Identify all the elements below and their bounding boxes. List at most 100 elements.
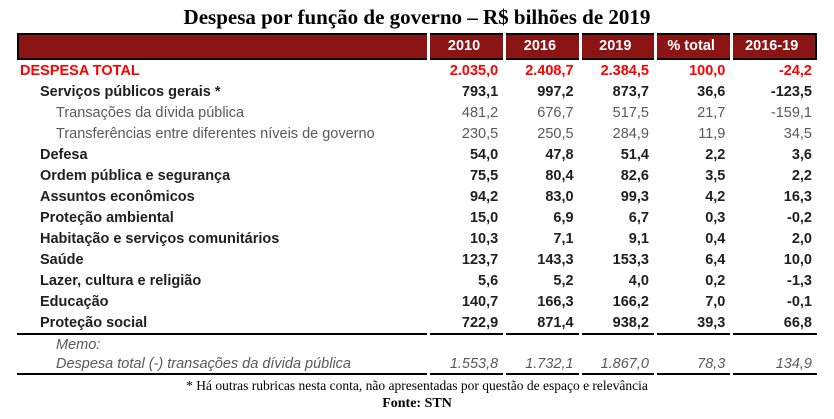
cell-value: -159,1: [770, 104, 812, 121]
cell-value: 0,3: [705, 209, 726, 226]
row-label: Transferências entre diferentes níveis d…: [56, 125, 375, 142]
cell-value: 80,4: [545, 167, 574, 184]
cell-value: 9,1: [628, 230, 649, 247]
cell-value: 1.732,1: [506, 354, 579, 375]
cell-value: 6,4: [705, 251, 726, 268]
table-row: Assuntos econômicos 94,2 83,0 99,3 4,2 16,3: [17, 186, 817, 207]
cell-value: 83,0: [545, 188, 574, 205]
footnote: * Há outras rubricas nesta conta, não ap…: [186, 378, 648, 393]
cell-value: 11,9: [698, 125, 726, 142]
row-label: Educação: [40, 293, 109, 310]
cell-value: 78,3: [656, 354, 731, 375]
cell-value: 871,4: [506, 312, 579, 335]
cell-value: 99,3: [620, 188, 649, 205]
cell-value: 517,5: [612, 104, 649, 121]
cell-value: 15,0: [469, 209, 499, 226]
table-row: Educação 140,7 166,3 166,2 7,0 -0,1: [17, 291, 817, 312]
cell-value: 36,6: [697, 83, 726, 100]
table-row: Defesa 54,0 47,8 51,4 2,2 3,6: [17, 144, 817, 165]
column-header-2019: 2019: [581, 33, 654, 60]
cell-value: 100,0: [689, 62, 726, 79]
table-row: Ordem pública e segurança 75,5 80,4 82,6 3,5…: [17, 165, 817, 186]
row-label: Lazer, cultura e religião: [40, 272, 202, 289]
cell-value: 4,0: [628, 272, 649, 289]
table-row: DESPESA TOTAL 2.035,0 2.408,7 2.384,5 100,0 -…: [17, 60, 817, 81]
row-label: Habitação e serviços comunitários: [40, 230, 280, 247]
cell-value: 34,5: [783, 125, 812, 142]
cell-value: 82,6: [620, 167, 649, 184]
cell-value: 10,0: [783, 251, 812, 268]
cell-value: 2.384,5: [600, 62, 649, 79]
cell-value: [733, 335, 817, 354]
cell-value: 153,3: [612, 251, 649, 268]
cell-value: 2,2: [705, 146, 726, 163]
row-label: Assuntos econômicos: [40, 188, 195, 205]
cell-value: 3,5: [705, 167, 726, 184]
table-row: Transferências entre diferentes níveis d…: [17, 123, 817, 144]
cell-value: [657, 335, 730, 354]
cell-value: 230,5: [461, 125, 499, 142]
table-row: Transações da dívida pública 481,2 676,7 51…: [17, 102, 817, 123]
column-header-2010: 2010: [429, 33, 504, 60]
cell-value: 134,9: [733, 354, 817, 375]
cell-value: 2,0: [791, 230, 812, 247]
row-label: Memo:: [56, 336, 101, 353]
cell-value: -0,1: [787, 293, 812, 310]
cell-value: 54,0: [469, 146, 499, 163]
cell-value: 7,1: [553, 230, 574, 247]
cell-value: 250,5: [537, 125, 574, 142]
cell-value: 0,2: [705, 272, 726, 289]
cell-value: 21,7: [697, 104, 726, 121]
cell-value: 143,3: [537, 251, 574, 268]
cell-value: 676,7: [537, 104, 574, 121]
cell-value: 140,7: [461, 293, 499, 310]
table-row: Despesa total (-) transações da dívida p…: [17, 354, 817, 375]
cell-value: 2.035,0: [449, 62, 499, 79]
cell-value: 938,2: [581, 312, 654, 335]
cell-value: 75,5: [469, 167, 499, 184]
cell-value: 873,7: [612, 83, 649, 100]
column-header-2016-19: 2016-19: [733, 33, 817, 60]
cell-value: 722,9: [429, 312, 504, 335]
cell-value: [430, 335, 503, 354]
row-label: Defesa: [40, 146, 88, 163]
row-label: Saúde: [40, 251, 84, 268]
cell-value: 5,2: [553, 272, 574, 289]
cell-value: -24,2: [778, 62, 812, 79]
cell-value: 997,2: [537, 83, 574, 100]
table-row: Memo:: [17, 335, 817, 354]
cell-value: 1.553,8: [429, 354, 504, 375]
cell-value: 6,9: [553, 209, 574, 226]
expenditure-table: 2010 2016 2019 % total 2016-19 DESPESA T…: [14, 33, 820, 375]
row-label: Serviços públicos gerais *: [40, 83, 221, 100]
row-label: DESPESA TOTAL: [20, 62, 140, 79]
cell-value: 51,4: [620, 146, 649, 163]
cell-value: 166,3: [537, 293, 574, 310]
cell-value: -123,5: [770, 83, 812, 100]
cell-value: 1.867,0: [581, 354, 654, 375]
cell-value: 7,0: [705, 293, 726, 310]
cell-value: 284,9: [612, 125, 649, 142]
cell-value: 39,3: [656, 312, 731, 335]
cell-value: 123,7: [461, 251, 499, 268]
cell-value: 481,2: [461, 104, 499, 121]
cell-value: -0,2: [787, 209, 812, 226]
row-label: Proteção social: [17, 312, 427, 335]
table-header-row: 2010 2016 2019 % total 2016-19: [17, 33, 817, 60]
column-header-pct-total: % total: [656, 33, 731, 60]
cell-value: [582, 335, 654, 354]
cell-value: -1,3: [787, 272, 812, 289]
row-label: Despesa total (-) transações da dívida p…: [17, 354, 427, 375]
row-label: Proteção ambiental: [40, 209, 174, 226]
cell-value: [506, 335, 578, 354]
page-title: Despesa por função de governo – R$ bilhõ…: [183, 5, 651, 29]
table-row: Lazer, cultura e religião 5,6 5,2 4,0 0,2 -1,…: [17, 270, 817, 291]
table-row: Proteção ambiental 15,0 6,9 6,7 0,3 -0,2: [17, 207, 817, 228]
corner-cell: [17, 33, 427, 60]
cell-value: 3,6: [791, 146, 812, 163]
cell-value: 5,6: [478, 272, 499, 289]
cell-value: 166,2: [612, 293, 649, 310]
cell-value: 6,7: [628, 209, 649, 226]
column-header-2016: 2016: [506, 33, 579, 60]
